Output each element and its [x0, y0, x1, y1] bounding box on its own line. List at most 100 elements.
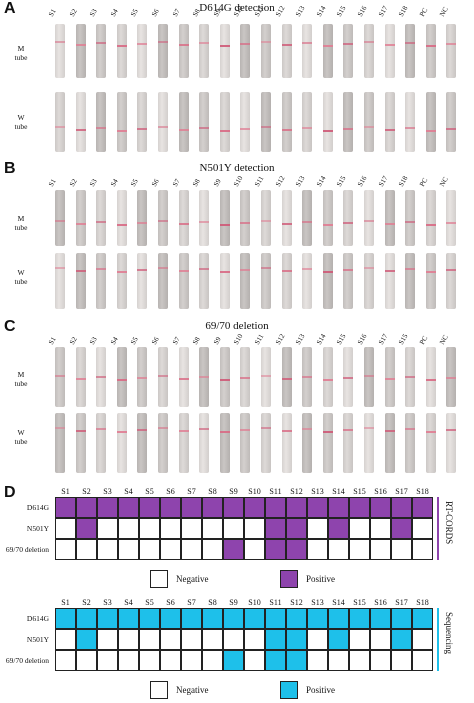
test-line [158, 375, 168, 377]
negative-cell [55, 539, 76, 560]
test-line [343, 429, 354, 431]
grid-column-label: S2 [82, 487, 91, 496]
test-strip [96, 92, 107, 152]
test-strip [364, 253, 374, 309]
test-strip [240, 24, 251, 78]
test-strip [364, 190, 374, 246]
column-label: PC [417, 334, 430, 346]
test-strip [322, 24, 333, 78]
test-line [281, 378, 292, 380]
negative-cell [328, 539, 349, 560]
negative-cell [412, 539, 433, 560]
negative-cell [55, 629, 76, 650]
test-line [116, 271, 127, 273]
test-strip [75, 92, 86, 152]
negative-cell [97, 539, 118, 560]
test-strip [75, 253, 86, 309]
test-strip [364, 92, 374, 152]
column-label: S4 [108, 335, 120, 346]
grid-column-label: S8 [208, 598, 217, 607]
test-line [55, 126, 65, 128]
test-strip [75, 347, 86, 407]
test-strip [240, 347, 251, 407]
positive-cell [412, 608, 433, 629]
test-strip [384, 347, 395, 407]
test-strip [446, 347, 457, 407]
test-line [425, 130, 436, 132]
test-line [219, 224, 230, 226]
grid-row-label: D614G [26, 614, 49, 623]
test-strip [261, 24, 271, 78]
positive-cell [97, 608, 118, 629]
test-line [178, 270, 189, 272]
test-strip [384, 92, 395, 152]
column-label: S9 [211, 335, 223, 346]
column-label: S3 [88, 335, 99, 346]
positive-cell [286, 497, 307, 518]
test-line [240, 43, 251, 45]
grid-column-label: S9 [229, 487, 238, 496]
legend-positive-swatch [280, 681, 298, 699]
test-line [364, 41, 374, 43]
test-strip [116, 253, 127, 309]
grid-row-label: 69/70 deletion [5, 656, 49, 665]
test-strip [261, 190, 271, 246]
test-strip [446, 24, 457, 78]
test-strip [96, 347, 107, 407]
positive-cell [181, 608, 202, 629]
column-label: S8 [191, 177, 202, 188]
negative-cell [349, 650, 370, 671]
test-line [364, 375, 374, 377]
test-line [364, 220, 374, 222]
test-line [219, 379, 230, 381]
negative-cell [370, 518, 391, 539]
panel-title-b: N501Y detection [199, 162, 275, 174]
legend-positive-label: Positive [306, 574, 336, 584]
test-strip [178, 24, 189, 78]
negative-cell [202, 650, 223, 671]
test-line [446, 269, 457, 271]
test-strip [302, 347, 313, 407]
test-line [75, 223, 86, 225]
positive-cell [307, 608, 328, 629]
negative-cell [202, 518, 223, 539]
positive-cell [286, 608, 307, 629]
test-strip [281, 24, 292, 78]
legend-negative-swatch [150, 681, 168, 699]
test-strip [116, 347, 127, 407]
column-label: S15 [335, 174, 348, 188]
column-label: S14 [314, 332, 328, 346]
test-strip [446, 253, 457, 309]
test-line [302, 428, 313, 430]
grid-column-label: S12 [290, 487, 303, 496]
test-line [384, 270, 395, 272]
test-strip [343, 413, 354, 473]
test-strip [405, 24, 416, 78]
negative-cell [160, 650, 181, 671]
test-line [199, 268, 210, 270]
grid-row-label: D614G [26, 503, 49, 512]
test-line [55, 427, 65, 429]
test-strip [261, 413, 271, 473]
test-strip [219, 347, 230, 407]
legend-positive-swatch [280, 570, 298, 588]
test-line [240, 128, 251, 130]
grid-column-label: S12 [290, 598, 303, 607]
test-line [322, 379, 333, 381]
grid-column-label: S15 [353, 598, 366, 607]
grid-column-label: S7 [187, 487, 196, 496]
grid-column-label: S11 [269, 487, 282, 496]
negative-cell [181, 539, 202, 560]
test-strip [55, 413, 65, 473]
positive-cell [223, 608, 244, 629]
grid-column-label: S6 [166, 487, 175, 496]
test-strip [322, 347, 333, 407]
column-label: S12 [273, 174, 287, 188]
test-line [384, 430, 395, 432]
column-label: S6 [150, 177, 161, 188]
grid-column-label: S3 [103, 487, 112, 496]
test-line [96, 221, 107, 223]
test-strip [425, 24, 436, 78]
grid-column-label: S11 [269, 598, 282, 607]
